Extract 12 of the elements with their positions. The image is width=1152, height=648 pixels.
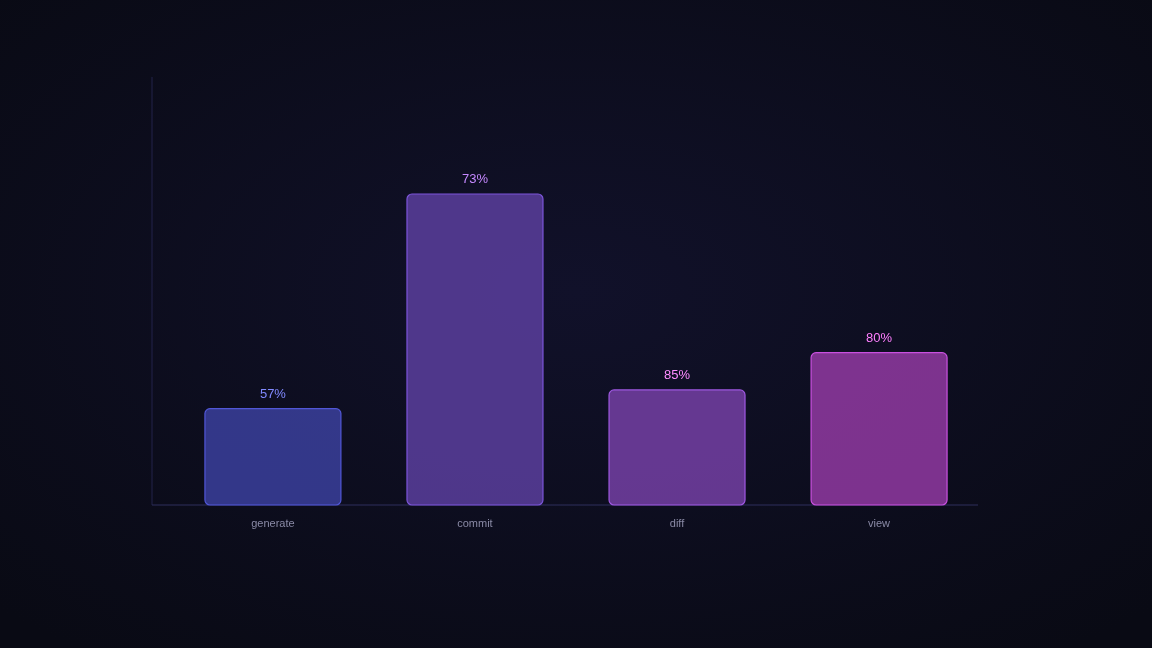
x-tick-label: generate — [251, 517, 295, 529]
x-tick-label: commit — [457, 517, 493, 529]
bar — [608, 389, 746, 506]
bar — [204, 407, 342, 506]
annotation: 80% — [866, 329, 893, 345]
x-tick-label: view — [868, 517, 891, 529]
bar — [406, 193, 544, 506]
annotation: 85% — [664, 366, 691, 382]
x-tick-label: diff — [669, 517, 686, 529]
annotation: 73% — [461, 171, 489, 186]
annotation: 57% — [259, 385, 287, 401]
bar — [810, 352, 948, 506]
